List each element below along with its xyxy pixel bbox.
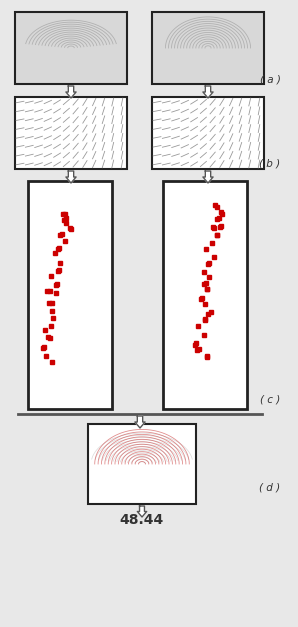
Bar	[15, 97, 127, 169]
Bar	[15, 12, 127, 84]
Bar	[28, 181, 112, 409]
Bar	[152, 97, 264, 169]
Polygon shape	[137, 506, 147, 517]
Text: ( d ): ( d )	[260, 482, 280, 492]
Text: ( c ): ( c )	[260, 394, 280, 404]
Text: 48.44: 48.44	[120, 513, 164, 527]
Text: ( b ): ( b )	[260, 159, 280, 169]
Polygon shape	[203, 171, 213, 183]
Polygon shape	[66, 171, 76, 183]
Text: ( a ): ( a )	[260, 74, 280, 84]
Bar	[88, 424, 196, 504]
Bar	[152, 12, 264, 84]
Bar	[163, 181, 247, 409]
Polygon shape	[203, 86, 213, 98]
Polygon shape	[66, 86, 76, 98]
Polygon shape	[135, 416, 145, 428]
